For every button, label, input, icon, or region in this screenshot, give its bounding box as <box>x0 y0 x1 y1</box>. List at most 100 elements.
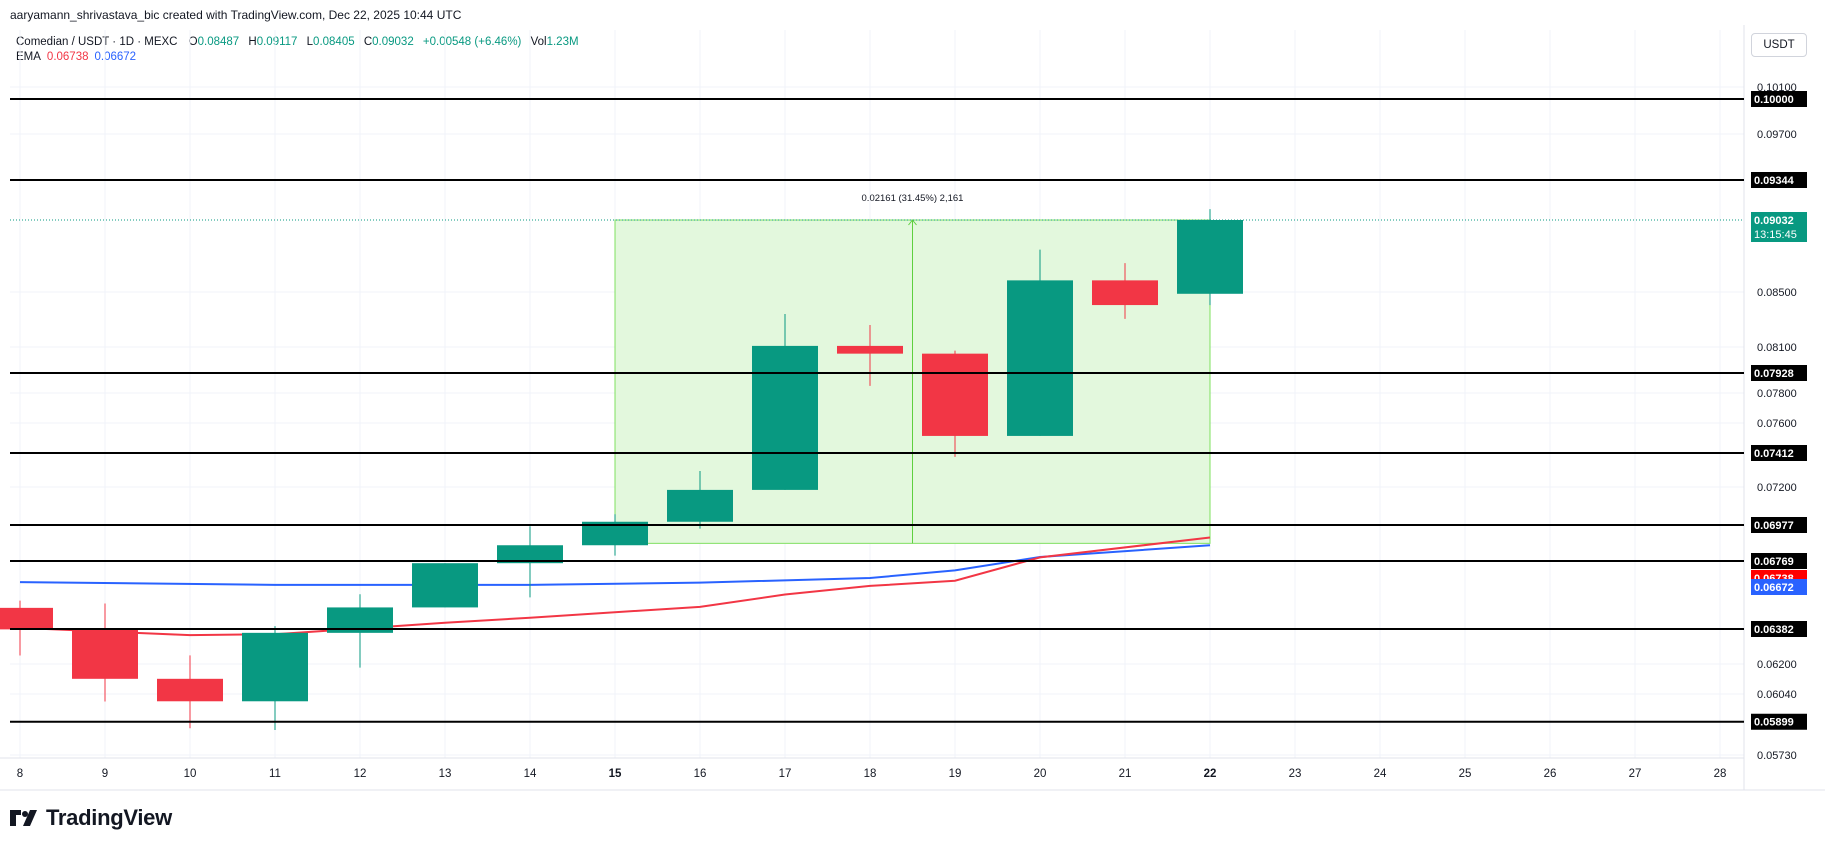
level-tag-bg <box>1751 172 1807 188</box>
time-tick-label: 25 <box>1459 768 1472 780</box>
candle <box>242 626 308 731</box>
candle <box>1092 263 1158 319</box>
vol-value: 1.23M <box>546 36 579 48</box>
time-tick-label: 26 <box>1544 768 1557 780</box>
price-tag-last-countdown: 13:15:45 <box>1754 229 1797 241</box>
time-tick-label: 16 <box>694 768 707 780</box>
vol-label: Vol <box>530 36 547 48</box>
level-tag-label: 0.07928 <box>1754 368 1794 380</box>
candle <box>327 594 393 668</box>
ema-label: EMA <box>16 51 41 63</box>
ema-slow-line <box>19 544 1211 586</box>
candle-body <box>497 545 563 564</box>
close-label: C <box>363 36 373 48</box>
level-tag-bg <box>1751 621 1807 637</box>
time-tick-label: 10 <box>184 768 197 780</box>
brand-name: TradingView <box>46 805 172 830</box>
level-tag-label: 0.09344 <box>1754 175 1795 187</box>
time-tick-label: 8 <box>17 768 23 780</box>
candle <box>752 314 818 490</box>
low-label: L <box>306 36 314 48</box>
low-value: 0.08405 <box>313 36 355 48</box>
candle-body <box>1007 280 1073 436</box>
high-value: 0.09117 <box>256 36 298 48</box>
candle-body <box>242 632 308 702</box>
candle-body <box>752 345 818 490</box>
candle <box>922 350 988 457</box>
currency-button[interactable]: USDT <box>1751 33 1807 57</box>
tradingview-logo-icon <box>10 810 37 826</box>
level-tag-bg <box>1751 713 1807 730</box>
chart-legend: Comedian / USDT · 1D · MEXC O0.08487 H0.… <box>16 35 585 65</box>
level-tag-label: 0.05899 <box>1754 717 1794 729</box>
price-tick-label: 0.06040 <box>1757 689 1797 701</box>
candle-body <box>1177 220 1243 294</box>
candle <box>667 470 733 529</box>
price-axis: 0.101000.097000.085000.081000.078000.076… <box>1751 82 1807 762</box>
candle <box>157 655 223 729</box>
change-value: +0.00548 (+6.46%) <box>422 36 522 48</box>
price-tick-label: 0.07800 <box>1757 388 1797 400</box>
close-value: 0.09032 <box>372 36 414 48</box>
time-tick-label: 24 <box>1374 768 1387 780</box>
level-tag-label: 0.10000 <box>1754 94 1794 106</box>
price-tag-ema_slow-label: 0.06672 <box>1754 582 1794 594</box>
level-tag-bg <box>1751 365 1807 381</box>
price-chart[interactable]: 0.02161 (31.45%) 2,1610.101000.097000.08… <box>0 0 1825 800</box>
level-tag-label: 0.06769 <box>1754 556 1794 568</box>
range-measure-label: 0.02161 (31.45%) 2,161 <box>862 193 964 204</box>
time-tick-label: 27 <box>1629 768 1642 780</box>
candle-body <box>412 563 478 608</box>
price-tag-last-bg <box>1751 212 1807 242</box>
level-tag-bg <box>1751 91 1807 107</box>
level-tag-bg <box>1751 517 1807 533</box>
open-value: 0.08487 <box>197 36 240 48</box>
ohlc-row: Comedian / USDT · 1D · MEXC O0.08487 H0.… <box>16 35 585 50</box>
time-axis: 8 9 10 11 12 13 14 15 16 17 18 19 20 21 22 23 24 25 26 27 28 <box>17 768 1727 780</box>
price-tick-label: 0.08500 <box>1757 287 1797 299</box>
range-measure-arrowhead <box>908 219 917 226</box>
level-tag-label: 0.06977 <box>1754 520 1794 532</box>
candle <box>837 325 903 386</box>
candle-body <box>837 345 903 354</box>
time-tick-label: 15 <box>609 768 622 780</box>
time-tick-label: 22 <box>1204 768 1217 780</box>
candle-body <box>582 521 648 546</box>
horizontal-levels <box>10 98 1744 723</box>
price-tick-label: 0.08100 <box>1757 342 1797 354</box>
open-label: O <box>188 36 198 48</box>
time-tick-label: 19 <box>949 768 962 780</box>
price-tag-ema_slow-bg <box>1751 579 1807 595</box>
candle-body <box>72 629 138 679</box>
candle-body <box>667 489 733 522</box>
candle-body <box>1092 280 1158 306</box>
level-tag-bg <box>1751 445 1807 461</box>
candles <box>0 209 1243 731</box>
tradingview-logo[interactable]: TradingView <box>10 805 172 831</box>
level-tag-bg <box>1751 553 1807 569</box>
candle <box>412 563 478 608</box>
time-tick-label: 23 <box>1289 768 1302 780</box>
candle <box>72 603 138 702</box>
time-tick-label: 13 <box>439 768 452 780</box>
price-tick-label: 0.07600 <box>1757 418 1797 430</box>
time-tick-label: 18 <box>864 768 877 780</box>
price-tick-label: 0.05730 <box>1757 750 1797 762</box>
price-tag-last-label: 0.09032 <box>1754 215 1794 227</box>
time-tick-label: 11 <box>269 768 281 780</box>
symbol-label[interactable]: Comedian / USDT · 1D · MEXC <box>16 36 178 48</box>
candle-body <box>157 678 223 702</box>
candle <box>582 514 648 556</box>
candle-body <box>0 607 53 630</box>
high-label: H <box>248 36 257 48</box>
candle <box>1007 249 1073 436</box>
time-tick-label: 14 <box>524 768 537 780</box>
level-tag-label: 0.07412 <box>1754 448 1794 460</box>
time-tick-label: 12 <box>354 768 367 780</box>
price-tick-label: 0.07200 <box>1757 482 1797 494</box>
level-tag-label: 0.06382 <box>1754 624 1794 636</box>
time-tick-label: 20 <box>1034 768 1047 780</box>
time-tick-label: 9 <box>102 768 108 780</box>
candle <box>1177 209 1243 306</box>
time-tick-label: 21 <box>1119 768 1132 780</box>
